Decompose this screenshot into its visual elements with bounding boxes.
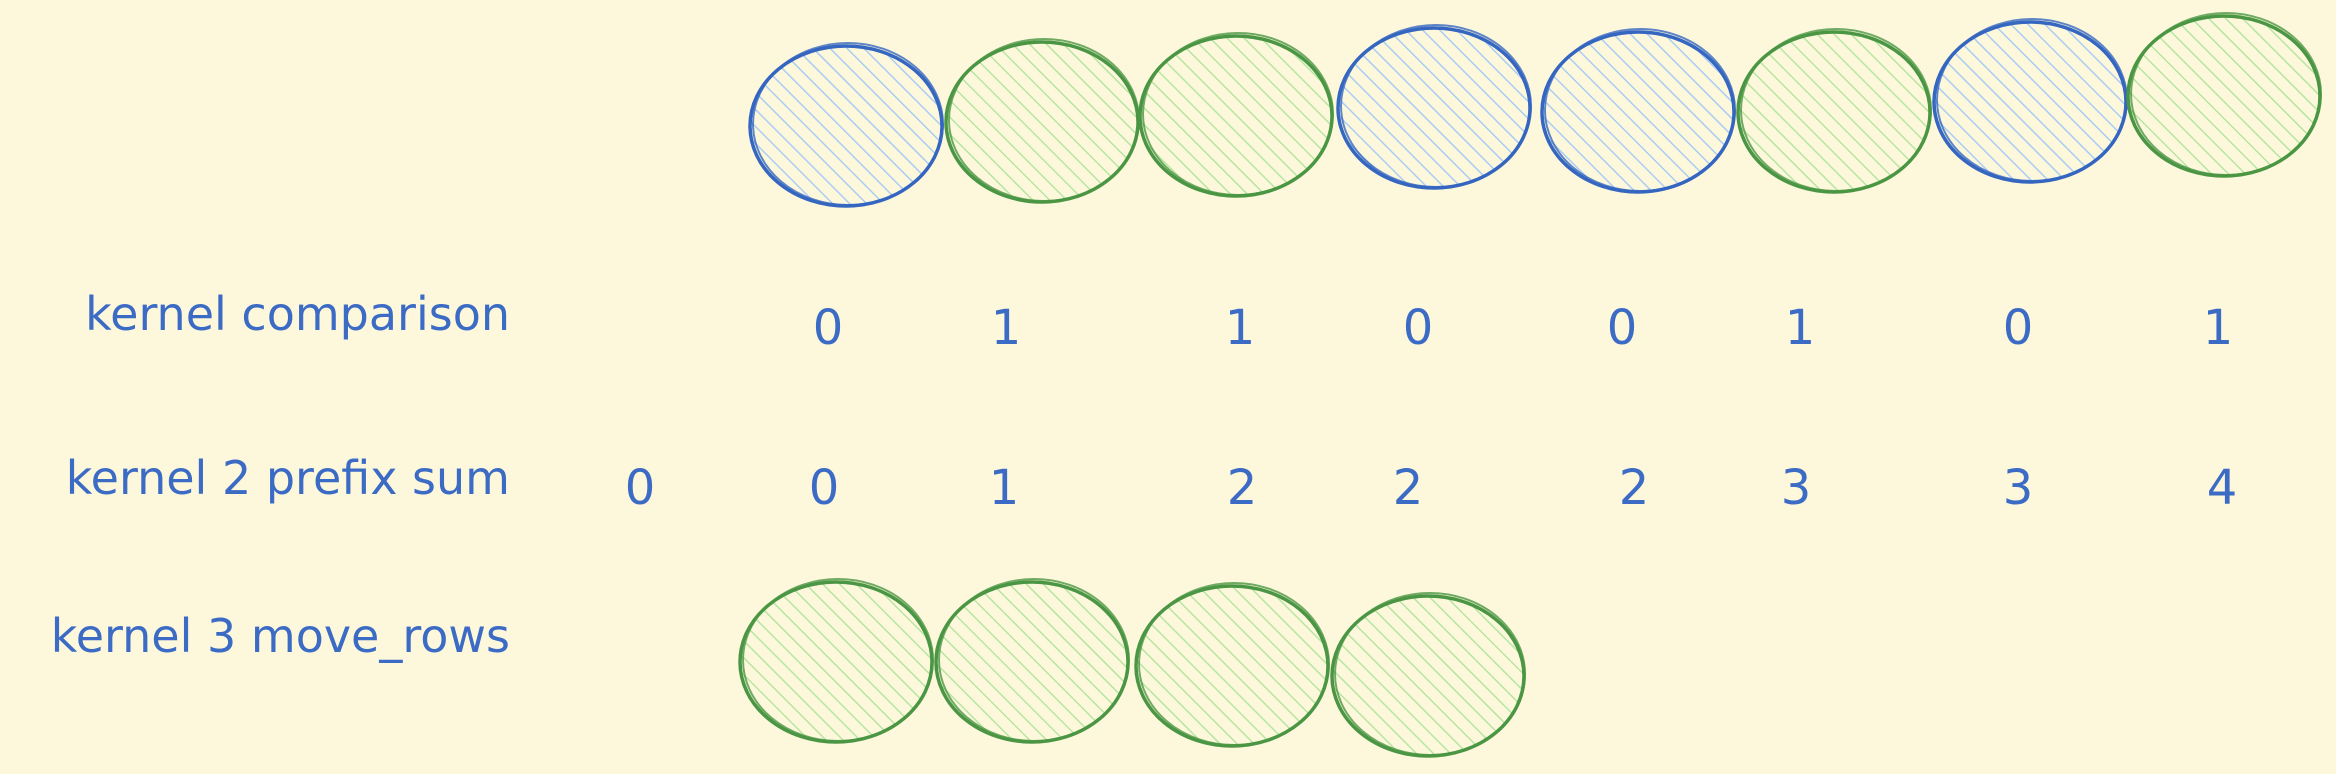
green-circle: [1134, 582, 1330, 748]
comparison-value: 0: [1607, 300, 1638, 356]
prefix-values-row: 0 0 1 2 2 2 3 3 4: [625, 460, 2238, 516]
green-circle: [934, 578, 1130, 744]
green-circle-sketch: [742, 578, 934, 742]
prefix-value: 0: [625, 460, 656, 516]
comparison-value: 0: [1403, 300, 1434, 356]
green-circle: [1138, 32, 1334, 198]
prefix-value: 1: [989, 460, 1020, 516]
green-circle: [1736, 28, 1932, 194]
label-kernel-comparison: kernel comparison: [85, 287, 510, 341]
input-circles-row: [748, 12, 2322, 208]
comparison-value: 0: [813, 300, 844, 356]
green-circle: [1330, 592, 1526, 758]
blue-circle: [1336, 24, 1532, 190]
green-circle: [944, 38, 1140, 204]
green-circle: [738, 578, 934, 744]
blue-circle-sketch: [1340, 24, 1532, 188]
comparison-values-row: 0 1 1 0 0 1 0 1: [813, 300, 2234, 356]
blue-circle: [1540, 28, 1736, 194]
move-rows-circles-row: [738, 578, 1526, 758]
blue-circle: [748, 42, 944, 208]
prefix-value: 3: [2003, 460, 2034, 516]
blue-circle: [1932, 18, 2128, 184]
prefix-value: 3: [1781, 460, 1812, 516]
comparison-value: 1: [1785, 300, 1816, 356]
green-circle-sketch: [1142, 32, 1334, 196]
comparison-value: 0: [2003, 300, 2034, 356]
prefix-value: 0: [809, 460, 840, 516]
comparison-value: 1: [1225, 300, 1256, 356]
prefix-value: 2: [1619, 460, 1650, 516]
label-kernel-move-rows: kernel 3 move_rows: [51, 609, 510, 663]
blue-circle-sketch: [1544, 28, 1736, 192]
comparison-value: 1: [2203, 300, 2234, 356]
label-kernel-prefix-sum: kernel 2 prefix sum: [66, 451, 510, 505]
prefix-value: 4: [2207, 460, 2238, 516]
green-circle-sketch: [1334, 592, 1526, 756]
comparison-value: 1: [991, 300, 1022, 356]
prefix-value: 2: [1393, 460, 1424, 516]
green-circle-sketch: [938, 578, 1130, 742]
green-circle-sketch: [2130, 12, 2322, 176]
blue-circle-sketch: [752, 42, 944, 206]
green-circle-sketch: [1138, 582, 1330, 746]
green-circle: [2126, 12, 2322, 178]
prefix-value: 2: [1227, 460, 1258, 516]
green-circle-sketch: [1740, 28, 1932, 192]
